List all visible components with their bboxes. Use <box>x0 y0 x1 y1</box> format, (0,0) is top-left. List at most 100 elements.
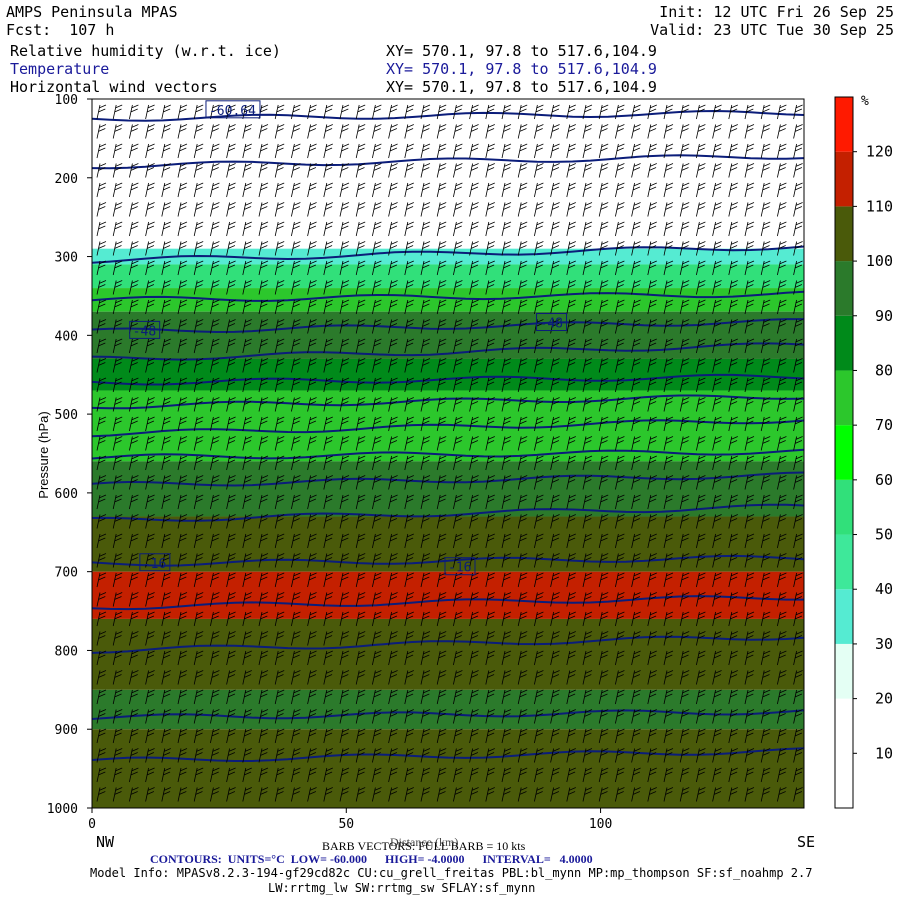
wind-barb <box>372 689 382 705</box>
wind-barb <box>712 241 722 256</box>
wind-barb <box>501 475 512 490</box>
wind-barb <box>777 280 787 295</box>
wind-barb <box>372 260 382 276</box>
wind-barb <box>210 650 220 666</box>
colorbar-label: 90 <box>875 307 893 325</box>
wind-barb <box>615 163 625 178</box>
wind-barb <box>501 592 512 607</box>
wind-barb <box>777 728 787 744</box>
wind-barb <box>372 319 382 334</box>
wind-barb <box>436 338 447 354</box>
wind-barb <box>420 631 431 646</box>
wind-barb <box>793 338 803 354</box>
wind-barb <box>663 260 674 276</box>
wind-barb <box>550 748 560 763</box>
wind-barb <box>501 280 512 295</box>
wind-barb <box>534 416 544 432</box>
wind-barb <box>760 358 771 373</box>
wind-barb <box>274 280 285 295</box>
wind-barb <box>274 182 285 198</box>
wind-barb <box>339 221 350 237</box>
wind-barb <box>193 494 204 510</box>
wind-barb <box>793 416 803 432</box>
y-tick-label: 600 <box>55 487 78 502</box>
wind-barb <box>96 455 107 471</box>
wind-barb <box>339 494 350 510</box>
wind-barb <box>453 689 463 705</box>
wind-barb <box>566 631 576 646</box>
wind-barb <box>712 104 722 120</box>
wind-barb <box>388 475 398 490</box>
wind-barb <box>469 221 479 237</box>
wind-barb <box>436 260 447 276</box>
wind-barb <box>566 709 576 724</box>
wind-barb <box>615 280 625 295</box>
wind-barb <box>307 670 317 685</box>
wind-barb <box>760 416 771 432</box>
wind-barb <box>291 553 301 568</box>
wind-barb <box>291 611 301 627</box>
wind-barb <box>226 436 236 451</box>
wind-barb <box>582 221 593 237</box>
wind-barb <box>323 631 333 646</box>
wind-barb <box>177 553 188 568</box>
wind-barb <box>550 280 560 295</box>
wind-barb <box>647 397 657 412</box>
wind-barb <box>566 124 576 139</box>
wind-barb <box>744 319 755 334</box>
wind-barb <box>534 221 544 237</box>
wind-barb <box>728 436 738 451</box>
wind-barb <box>129 280 139 295</box>
wind-barb <box>793 748 803 763</box>
wind-barb <box>631 358 641 373</box>
wind-barb <box>566 767 576 783</box>
wind-barb <box>501 260 512 276</box>
wind-barb <box>566 728 576 744</box>
wind-barb <box>582 767 593 783</box>
wind-barb <box>679 592 690 607</box>
wind-barb <box>615 592 625 607</box>
colorbar-label: 50 <box>875 526 893 544</box>
wind-barb <box>193 163 204 178</box>
wind-barb <box>485 124 495 139</box>
wind-barb <box>615 416 625 432</box>
wind-barb <box>96 767 107 783</box>
wind-barb <box>242 260 252 276</box>
wind-barb <box>372 572 382 588</box>
wind-barb <box>663 514 674 529</box>
wind-barb <box>679 221 690 237</box>
wind-barb <box>550 592 560 607</box>
x-tick-label: 50 <box>338 817 354 832</box>
wind-barb <box>598 533 609 549</box>
wind-barb <box>663 124 674 139</box>
wind-barb <box>145 670 155 685</box>
wind-barb <box>258 260 269 276</box>
colorbar-unit: % <box>861 94 869 109</box>
wind-barb <box>712 377 722 393</box>
wind-barb <box>420 299 431 315</box>
wind-barb <box>112 709 123 724</box>
wind-barb <box>210 455 220 471</box>
wind-barb <box>453 241 463 256</box>
wind-barb <box>534 338 544 354</box>
wind-barb <box>647 182 657 198</box>
wind-barb <box>96 221 107 237</box>
wind-barb <box>534 163 544 178</box>
wind-barb <box>501 767 512 783</box>
wind-barb <box>469 338 479 354</box>
wind-barb <box>307 494 317 510</box>
wind-barb <box>145 182 155 198</box>
wind-barb <box>679 748 690 763</box>
wind-barb <box>647 553 657 568</box>
wind-barb <box>193 280 204 295</box>
wind-barb <box>161 475 171 490</box>
wind-barb <box>566 533 576 549</box>
wind-barb <box>129 221 139 237</box>
wind-barb <box>663 436 674 451</box>
wind-barb <box>291 338 301 354</box>
wind-barb <box>129 475 139 490</box>
wind-barb <box>307 104 317 120</box>
wind-barb <box>534 202 544 217</box>
wind-barb <box>631 689 641 705</box>
wind-barb <box>679 787 690 802</box>
